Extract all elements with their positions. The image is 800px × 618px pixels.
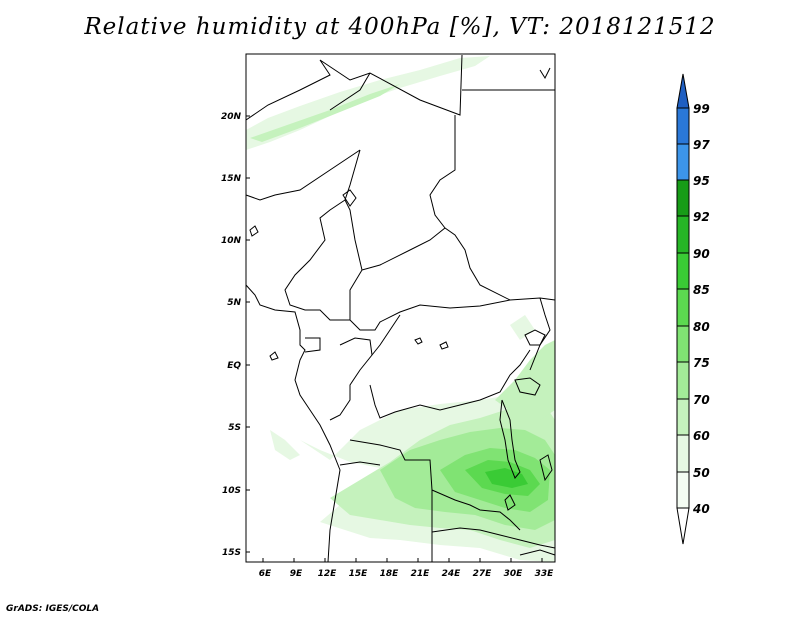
colorbar-segment (676, 398, 690, 436)
lat-label: 5S (228, 423, 241, 433)
lat-label: 15N (221, 174, 242, 184)
colorbar-segment (676, 143, 690, 181)
humidity-patch-coast (510, 315, 535, 340)
lat-ticks (246, 115, 250, 553)
colorbar-label: 70 (693, 393, 710, 407)
humidity-shading (246, 56, 555, 562)
colorbar-segment (676, 252, 690, 290)
humidity-band-north (246, 56, 490, 150)
humidity-region-south-6 (485, 468, 528, 488)
map-title: Relative humidity at 400hPa [%], VT: 201… (84, 14, 716, 40)
lon-label: 12E (318, 569, 338, 579)
lat-label: 5N (227, 298, 241, 308)
colorbar (676, 73, 690, 545)
lon-label: 27E (473, 569, 493, 579)
colorbar-label: 90 (693, 247, 710, 261)
colorbar-top-arrow (676, 73, 690, 109)
colorbar-label: 40 (692, 502, 710, 516)
humidity-patch-west (270, 430, 300, 460)
colorbar-label: 95 (693, 174, 710, 188)
lon-label: 33E (535, 569, 555, 579)
lon-label: 30E (504, 569, 524, 579)
country-boundaries (245, 54, 556, 563)
lat-labels: 20N 15N 10N 5N EQ 5S 10S 15S (221, 112, 242, 558)
colorbar-label: 85 (693, 283, 710, 297)
colorbar-segment (676, 179, 690, 217)
lat-label: 15S (222, 548, 241, 558)
lon-label: 9E (290, 569, 303, 579)
humidity-band-north-core (250, 84, 400, 142)
colorbar-label: 99 (693, 102, 710, 116)
colorbar-label: 75 (693, 356, 710, 370)
lat-label: 10N (221, 236, 242, 246)
lat-label: 20N (221, 112, 242, 122)
lon-label: 18E (380, 569, 400, 579)
lon-label: 15E (349, 569, 369, 579)
lon-label: 24E (442, 569, 462, 579)
colorbar-segment (676, 434, 690, 473)
colorbar-label: 92 (693, 210, 710, 224)
colorbar-segment (676, 325, 690, 363)
colorbar-segment (676, 361, 690, 400)
colorbar-segment (676, 288, 690, 327)
lon-labels: 6E 9E 12E 15E 18E 21E 24E 27E 30E 33E (259, 569, 554, 579)
colorbar-segment (676, 215, 690, 254)
lon-ticks (262, 558, 543, 562)
colorbar-bottom-arrow (676, 507, 690, 545)
lon-label: 6E (259, 569, 272, 579)
colorbar-labels: 99 97 95 92 90 85 80 75 70 60 50 40 (692, 102, 710, 516)
lat-label: EQ (227, 361, 241, 371)
colorbar-label: 80 (693, 320, 710, 334)
colorbar-segment (676, 471, 690, 509)
colorbar-label: 50 (693, 466, 710, 480)
lon-label: 21E (411, 569, 431, 579)
map-frame (245, 53, 556, 563)
humidity-region-east (495, 340, 555, 420)
credit-text: GrADS: IGES/COLA (6, 604, 100, 614)
colorbar-label: 97 (693, 138, 710, 152)
colorbar-segment (676, 107, 690, 145)
lat-label: 10S (222, 486, 241, 496)
colorbar-label: 60 (693, 429, 710, 443)
